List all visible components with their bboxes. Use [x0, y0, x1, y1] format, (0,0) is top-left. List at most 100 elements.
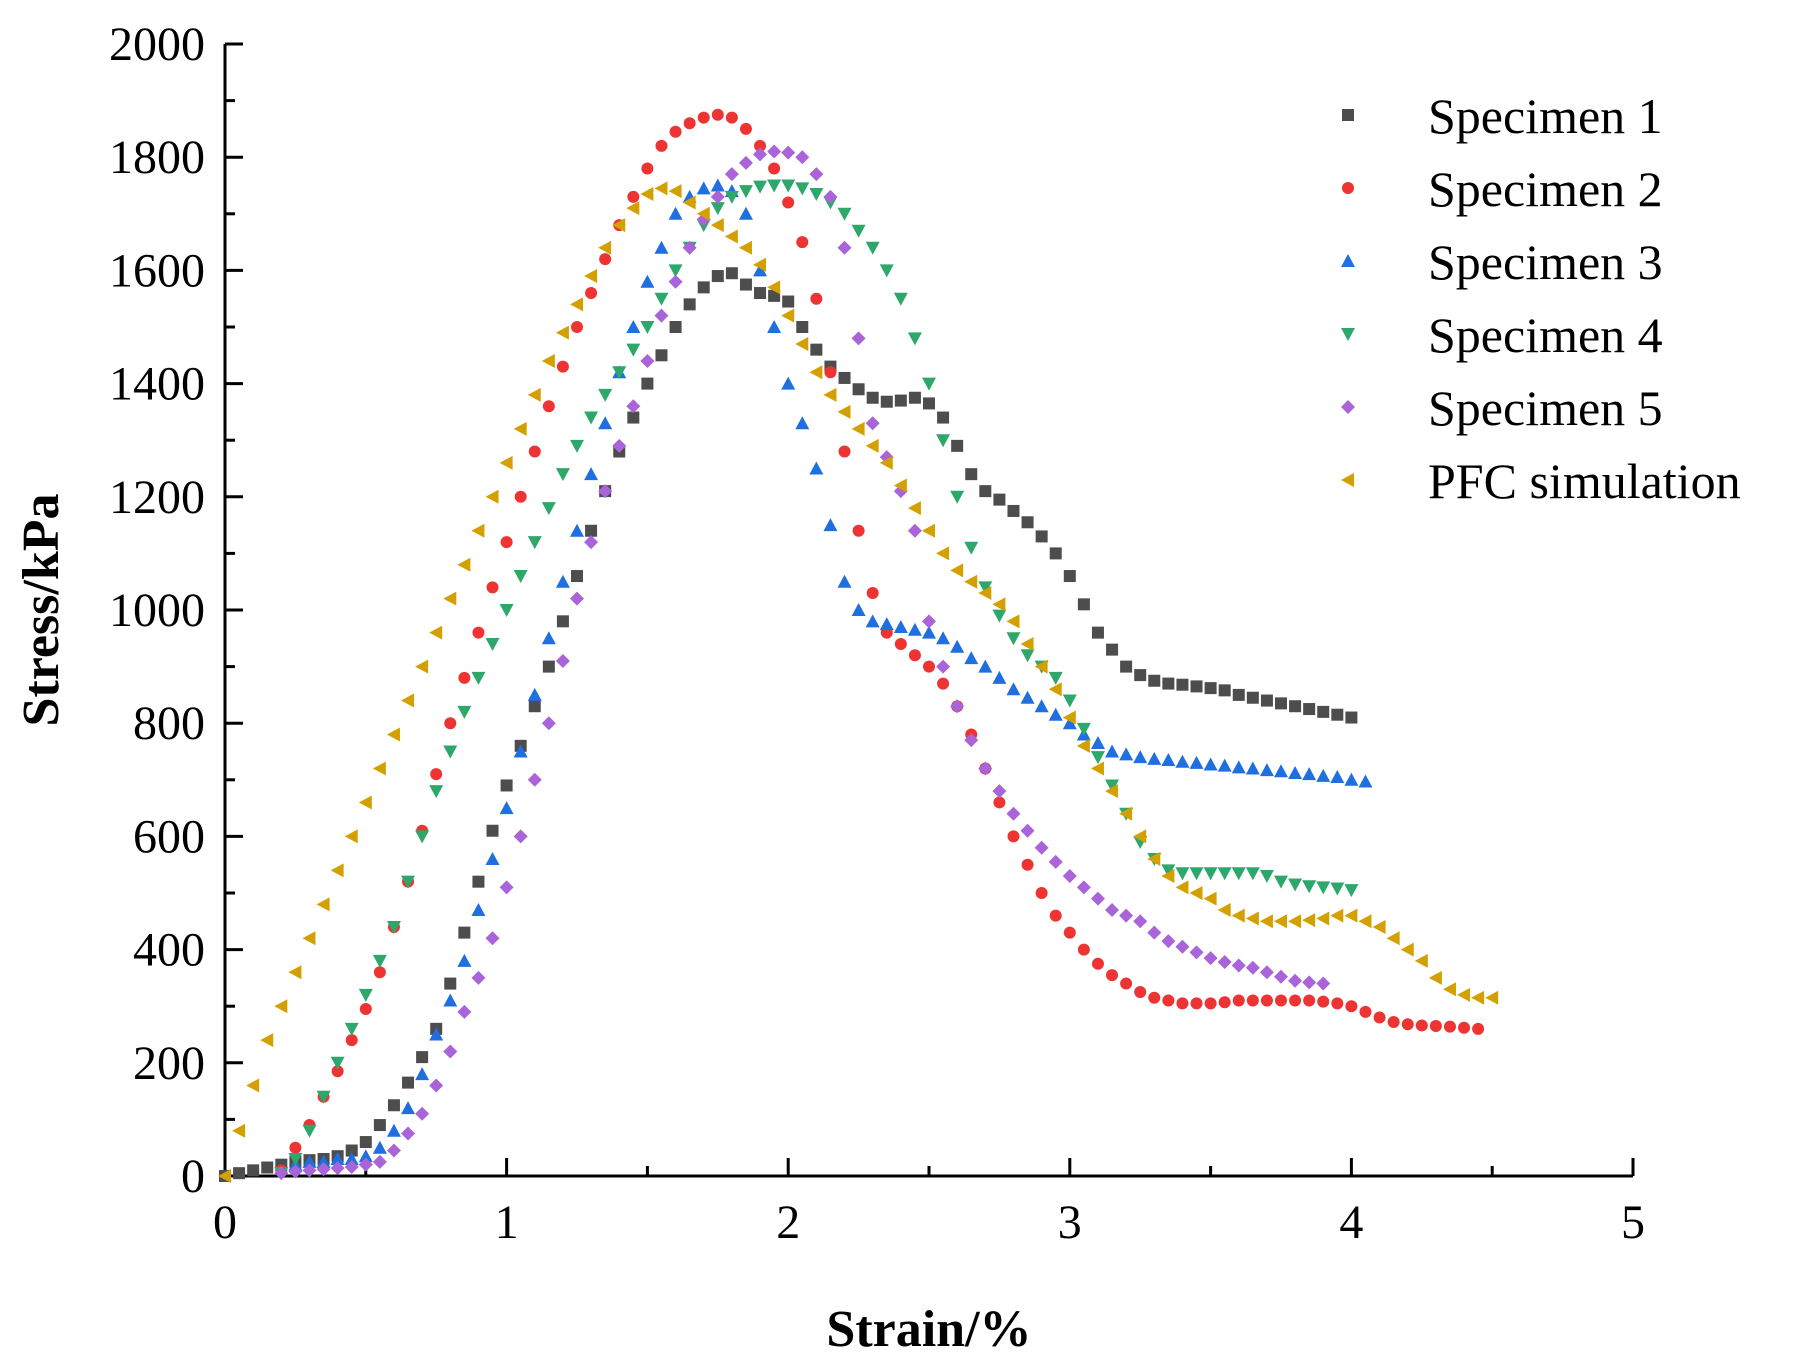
data-point — [1316, 768, 1331, 782]
data-point — [429, 785, 444, 799]
data-point — [555, 653, 570, 668]
data-point — [1048, 682, 1062, 697]
data-point — [1148, 674, 1161, 687]
data-point — [499, 604, 514, 617]
data-point — [485, 637, 500, 651]
data-point — [233, 1167, 246, 1180]
data-point — [1076, 738, 1090, 753]
data-point — [1400, 942, 1414, 957]
data-point — [936, 546, 950, 561]
data-point — [555, 325, 569, 340]
data-point — [1006, 682, 1021, 696]
data-point — [260, 1033, 274, 1048]
data-point — [1175, 880, 1189, 895]
data-point — [1006, 806, 1021, 821]
data-point — [1245, 911, 1259, 926]
y-tick-label: 200 — [133, 1037, 205, 1090]
data-point — [796, 236, 809, 249]
data-point — [372, 761, 386, 776]
data-point — [992, 784, 1007, 799]
data-point — [1062, 869, 1077, 884]
x-tick-label: 2 — [776, 1196, 800, 1249]
data-point — [359, 1136, 372, 1149]
data-point — [1189, 886, 1203, 900]
data-point — [316, 1162, 331, 1177]
data-point — [627, 411, 640, 424]
data-point — [964, 541, 979, 555]
data-point — [768, 289, 781, 302]
data-point — [1246, 691, 1259, 704]
data-point — [457, 705, 472, 719]
legend-item: Specimen 5 — [1341, 380, 1663, 436]
data-point — [344, 1159, 359, 1174]
data-point — [1119, 747, 1134, 761]
data-point — [1372, 919, 1386, 934]
data-point — [1204, 997, 1217, 1010]
data-point — [246, 1078, 260, 1093]
data-point — [753, 180, 768, 194]
data-point — [457, 953, 472, 967]
data-point — [1106, 643, 1119, 656]
y-axis-title: Stress/kPa — [13, 493, 70, 726]
series-specimen-2 — [275, 108, 1485, 1177]
data-point — [1246, 994, 1259, 1007]
data-point — [1105, 779, 1120, 793]
data-point — [767, 144, 782, 159]
x-axis-title: Strain/% — [826, 1301, 1031, 1358]
data-point — [443, 745, 458, 759]
data-point — [570, 297, 583, 312]
data-point — [288, 1164, 303, 1179]
data-point — [852, 383, 865, 396]
data-point — [668, 206, 683, 220]
data-point — [697, 281, 710, 294]
data-point — [288, 1153, 303, 1167]
data-point — [541, 716, 556, 731]
data-point — [738, 155, 753, 170]
y-ticks: 0 200 400 600 800 1000 1200 1400 1600 1800 2000 — [109, 18, 243, 1203]
data-point — [865, 614, 880, 628]
data-point — [782, 196, 795, 209]
data-point — [401, 693, 415, 708]
data-point — [415, 659, 429, 674]
data-point — [1217, 902, 1231, 917]
data-point — [471, 671, 486, 685]
data-point — [527, 687, 542, 701]
data-point — [851, 421, 865, 436]
data-point — [316, 897, 330, 912]
data-point — [1020, 823, 1035, 838]
data-point — [386, 1123, 401, 1137]
data-point — [837, 240, 852, 255]
data-point — [866, 391, 879, 404]
data-point — [1231, 958, 1246, 973]
data-point — [1303, 994, 1316, 1007]
data-point — [302, 1163, 317, 1178]
data-point — [865, 438, 879, 453]
legend-item: Specimen 1 — [1342, 88, 1663, 144]
x-tick-label: 4 — [1339, 1196, 1363, 1249]
data-point — [668, 274, 683, 289]
data-point — [1133, 914, 1148, 929]
data-point — [1428, 970, 1442, 985]
data-point — [1259, 763, 1274, 777]
data-point — [922, 377, 936, 391]
legend-label: Specimen 1 — [1428, 88, 1663, 144]
data-point — [1414, 953, 1428, 968]
legend-marker — [1341, 400, 1355, 414]
data-point — [1090, 736, 1105, 750]
series-specimen-3 — [288, 178, 1373, 1171]
data-point — [923, 660, 935, 673]
data-point — [1105, 744, 1120, 758]
data-point — [879, 455, 893, 470]
data-point — [1260, 994, 1273, 1007]
data-point — [1006, 614, 1020, 629]
data-point — [1345, 1000, 1358, 1013]
data-point — [1274, 875, 1288, 889]
x-tick-label: 5 — [1621, 1196, 1645, 1249]
data-point — [1190, 997, 1203, 1010]
data-point — [1175, 939, 1190, 954]
data-point — [345, 1034, 358, 1047]
data-point — [711, 108, 724, 121]
data-point — [696, 206, 710, 221]
data-point — [443, 993, 458, 1007]
data-point — [738, 185, 753, 199]
